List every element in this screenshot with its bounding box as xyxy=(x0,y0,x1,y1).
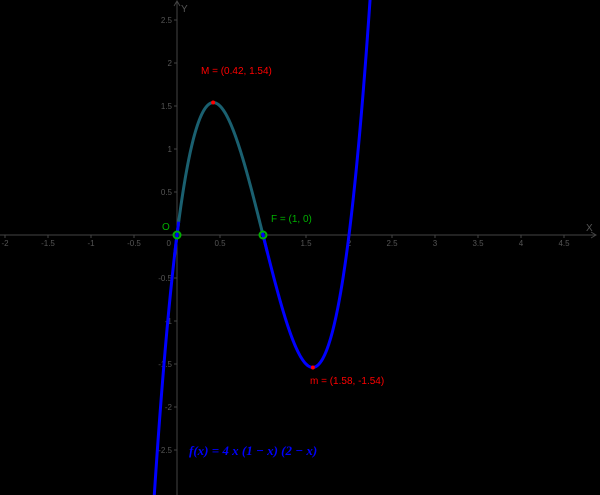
x-tick-label: -0.5 xyxy=(127,239,141,248)
x-tick-label: 4 xyxy=(519,239,524,248)
x-tick-label: 3 xyxy=(433,239,438,248)
point-F-marker[interactable] xyxy=(258,230,268,240)
min-point-label: m = (1.58, -1.54) xyxy=(310,376,384,387)
x-tick-label: 0 xyxy=(167,239,172,248)
x-tick-label: 1.5 xyxy=(300,239,312,248)
y-tick-label: 2 xyxy=(168,59,173,68)
x-tick-label: 4.5 xyxy=(558,239,570,248)
curve-segment-left[interactable] xyxy=(151,234,179,495)
f-point-label: F = (1, 0) xyxy=(271,214,312,225)
x-tick-label: 2.5 xyxy=(386,239,398,248)
y-tick-label: -2 xyxy=(165,403,173,412)
max-point-label: M = (0.42, 1.54) xyxy=(201,66,272,77)
x-tick-label: -2 xyxy=(1,239,9,248)
x-axis-arrow-icon xyxy=(590,231,597,239)
y-tick-label: 2.5 xyxy=(161,16,173,25)
point-O-marker[interactable] xyxy=(172,230,182,240)
origin-point-label: O xyxy=(162,222,170,233)
y-axis-label: Y xyxy=(181,4,188,15)
y-tick-label: -0.5 xyxy=(158,274,172,283)
function-formula: f(x) = 4 x (1 − x) (2 − x) xyxy=(189,443,317,458)
y-tick-label: 0.5 xyxy=(161,188,173,197)
x-tick-label: -1.5 xyxy=(41,239,55,248)
curve-segment-highlight[interactable] xyxy=(175,101,265,236)
y-tick-label: -2.5 xyxy=(158,446,172,455)
y-tick-label: 1 xyxy=(168,145,173,154)
curve-segment-right[interactable] xyxy=(261,0,379,369)
y-axis-arrow-icon xyxy=(173,0,181,7)
x-tick-label: -1 xyxy=(87,239,95,248)
point-M-marker[interactable] xyxy=(211,100,216,105)
x-tick-label: 0.5 xyxy=(214,239,226,248)
x-tick-label: 3.5 xyxy=(472,239,484,248)
y-tick-label: 1.5 xyxy=(161,102,173,111)
point-m-marker[interactable] xyxy=(310,365,315,370)
x-axis-label: X xyxy=(586,223,593,234)
point-markers[interactable] xyxy=(172,100,315,370)
